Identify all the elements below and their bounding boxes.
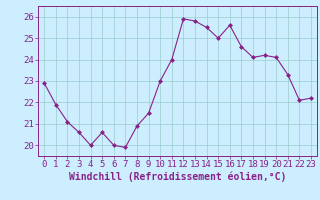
X-axis label: Windchill (Refroidissement éolien,°C): Windchill (Refroidissement éolien,°C)	[69, 172, 286, 182]
